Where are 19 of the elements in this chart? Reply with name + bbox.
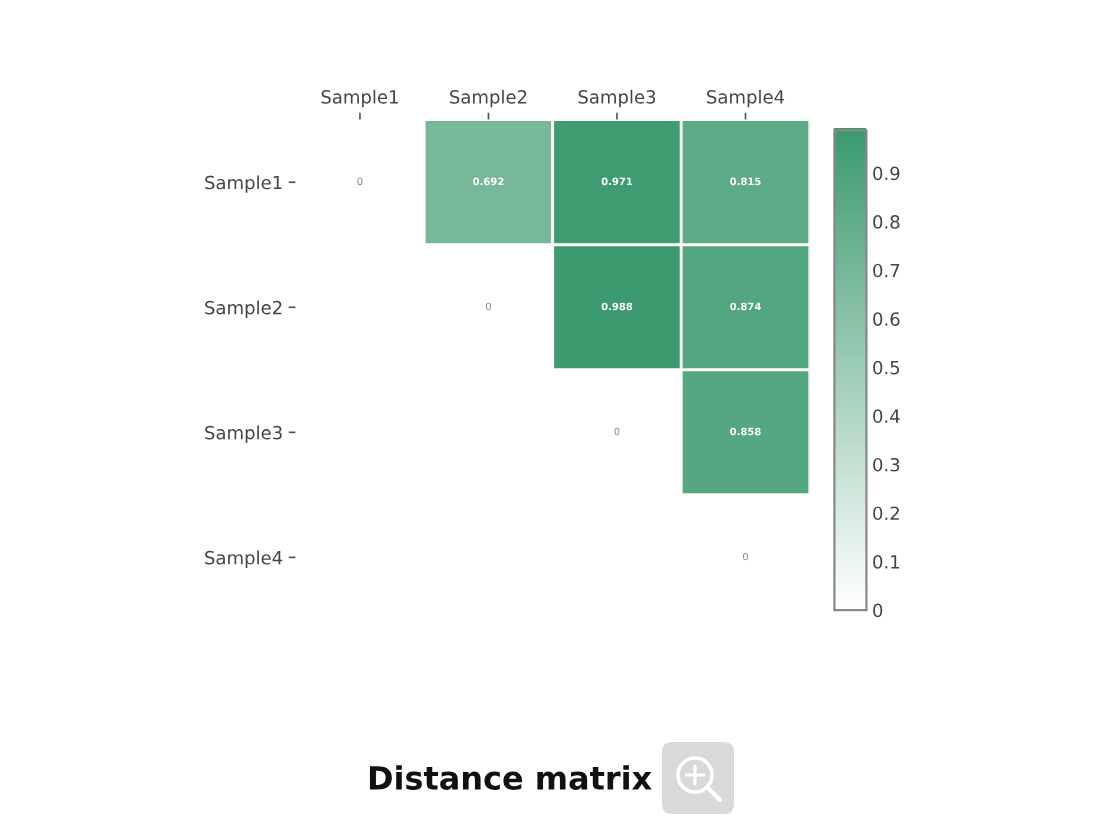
color-bar-label: 0.1 <box>873 554 900 569</box>
x-tick-label: Sample3 <box>578 89 656 108</box>
color-bar-label: 0 <box>873 603 883 618</box>
color-bar-label: 0.9 <box>873 166 900 181</box>
color-bar-label: 0.2 <box>873 506 899 521</box>
y-tick-label: Sample1 <box>205 175 282 193</box>
x-tick-label: Sample1 <box>321 89 398 108</box>
text: Distance matrix <box>369 765 652 790</box>
y-tick-label: Sample4 <box>205 550 283 569</box>
color-bar-label: 0.3 <box>873 457 900 472</box>
color-bar-label: 0.8 <box>873 215 900 229</box>
y-tick-label: Sample3 <box>205 425 282 443</box>
y-tick-label: Sample2 <box>205 300 282 318</box>
color-bar-label: 0.4 <box>873 409 900 423</box>
color-bar-label: 0.5 <box>873 360 900 375</box>
x-tick-label: Sample2 <box>450 89 527 108</box>
color-bar-label: 0.6 <box>873 312 900 326</box>
color-bar-label: 0.7 <box>873 263 900 278</box>
x-tick-label: Sample4 <box>707 89 785 108</box>
